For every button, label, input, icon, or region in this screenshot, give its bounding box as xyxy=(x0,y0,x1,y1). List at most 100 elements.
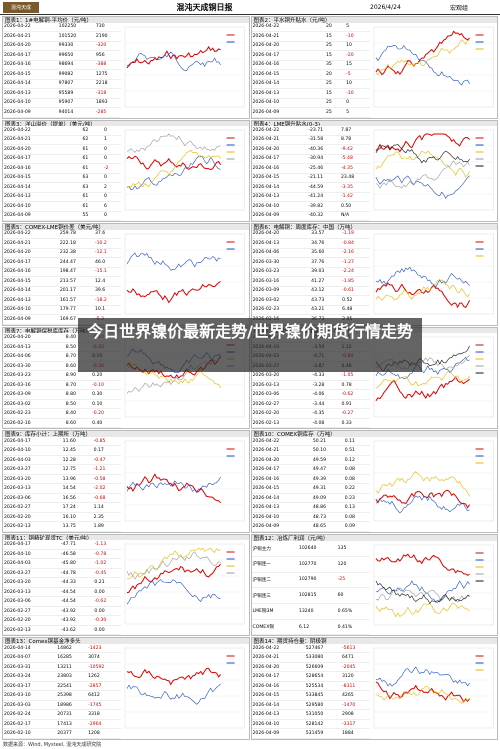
panel-title: 图表2：平水铜升贴水（元/吨） xyxy=(251,17,497,23)
table-cell: 0 xyxy=(102,192,121,203)
table-cell: 2026-02-23 xyxy=(251,305,311,316)
table-row: 2026-04-13 -41.24 -1.42 xyxy=(251,192,370,203)
table-row: 2026-04-10 95907 1893 xyxy=(3,98,121,109)
table-row: 2026-04-22 20 5 xyxy=(251,22,370,33)
table-cell: 2026-02-24 xyxy=(3,709,57,720)
table-cell: 2026-04-14 xyxy=(251,700,305,711)
table-cell: 201.17 xyxy=(58,286,94,297)
table-cell: 0.40 xyxy=(91,418,121,429)
chart-line xyxy=(126,45,221,68)
table-cell: 2026-04-13 xyxy=(3,342,65,353)
table-row: 2026-02-27 -3.44 0.91 xyxy=(251,399,370,410)
table-row: 2026-04-17 -47.71 -1.13 xyxy=(3,540,121,550)
table-cell: 3120 xyxy=(340,671,370,682)
table-cell: -47.71 xyxy=(60,540,94,550)
table-cell: 12.45 xyxy=(61,445,93,456)
panel-title: 图表12：冶炼厂利润（元/吨） xyxy=(251,534,497,542)
table-cell: 2190 xyxy=(94,31,121,42)
table-cell: 99330 xyxy=(57,41,95,52)
table-cell: 2218 xyxy=(94,79,121,90)
table-cell: 2026-04-13 xyxy=(251,238,311,249)
table-cell: -25 xyxy=(336,572,370,589)
panel-title: 图表4：LME铜升贴水(0-3) xyxy=(251,120,497,127)
table-cell: 6412 xyxy=(87,690,121,701)
table-row: 2026-02-27 -43.92 0.00 xyxy=(3,606,121,617)
panel-title: 图表9：库存小计：上期所（万吨） xyxy=(3,431,249,437)
table-cell: 2026-04-06 xyxy=(251,248,311,259)
table-row: 2026-04-15 63 0 xyxy=(3,173,121,184)
chart-line xyxy=(375,144,470,164)
table-cell: 533845 xyxy=(304,690,341,701)
table-cell: -12.1 xyxy=(93,248,121,259)
table-cell: 0.08 xyxy=(343,512,370,523)
table-cell: 20 xyxy=(325,22,346,33)
table-cell: 2026-02-27 xyxy=(3,606,60,617)
table-cell: 61 xyxy=(81,144,103,155)
table-cell: -43.62 xyxy=(60,625,94,636)
panel-body: 2026-04-17 -47.71 -1.13 2026-04-10 -46.58 -0.… xyxy=(3,540,249,636)
table-cell: 5 xyxy=(345,22,370,33)
table-row: 2026-04-17 49.47 0.08 xyxy=(251,464,370,475)
table-cell: 63 xyxy=(81,173,103,184)
chart-line xyxy=(375,685,470,704)
table-cell: 2026-04-22 xyxy=(251,436,312,447)
table-cell: 25 xyxy=(325,79,346,90)
table-cell: 531050 xyxy=(304,709,341,720)
table-cell: -0.84 xyxy=(341,238,370,249)
table-cell: -5 xyxy=(345,69,370,80)
table-cell: 102640 xyxy=(297,541,337,557)
table-cell: 2026-04-16 xyxy=(3,267,59,278)
data-table: 2026-04-22 102250 730 2026-04-21 101520 2190 2… xyxy=(3,22,121,118)
table-cell: -1745 xyxy=(87,700,121,711)
table-cell: 62 xyxy=(81,135,103,146)
table-cell: -0.10 xyxy=(91,380,121,391)
mini-chart xyxy=(124,129,245,211)
table-cell: 33.57 xyxy=(310,229,342,240)
chart-line xyxy=(126,51,221,71)
table-cell: 0 xyxy=(102,211,121,222)
panel-body: 2026-04-22 -23.71 7.87 2026-04-21 -31.58 8.78… xyxy=(251,126,498,222)
table-cell: 1262 xyxy=(87,671,121,682)
mini-chart xyxy=(124,647,245,729)
table-cell: 20731 xyxy=(56,709,88,720)
table-row: 2026-04-10 61 6 xyxy=(3,201,121,212)
table-cell: 2026-02-20 xyxy=(251,408,312,419)
table-cell: 2026-02-17 xyxy=(3,719,57,730)
table-cell: -2857 xyxy=(87,681,121,692)
table-row: 2026-03-06 16.56 -0.68 xyxy=(3,493,121,504)
table-cell: 50.10 xyxy=(311,445,344,456)
table-cell: 18986 xyxy=(56,700,88,711)
table-row: 2026-02-13 -4.08 0.33 xyxy=(251,418,370,429)
table-row: 2026-04-09 25 5 xyxy=(251,107,370,118)
table-cell: -44.33 xyxy=(60,577,94,588)
table-cell: 0.21 xyxy=(93,577,121,588)
table-row: 2026-04-13 15 -10 xyxy=(251,88,370,99)
table-cell: 13211 xyxy=(56,662,88,673)
panel: 图表5：COMEX-LME铜价差（美元/吨） 2026-04-22 259.78 37… xyxy=(2,223,250,326)
table-cell: -3.35 xyxy=(340,182,370,193)
table-cell: 8.70 xyxy=(64,351,92,362)
table-cell: 1.14 xyxy=(92,502,121,513)
table-cell: 0.91 xyxy=(340,399,370,410)
panel-body: 2026-04-22 20 5 2026-04-21 15 -10 2026-04-20 25… xyxy=(251,22,498,118)
table-cell: 沪铜连三 xyxy=(251,587,298,604)
table-cell: -5.48 xyxy=(340,154,370,165)
table-cell: 2026-04-10 xyxy=(3,201,82,212)
table-cell: 2026-03-09 xyxy=(251,286,311,297)
mini-chart xyxy=(124,440,245,522)
table-row: 2026-04-06 35.60 -2.16 xyxy=(251,248,370,259)
table-row: 2026-04-20 -40.36 -9.42 xyxy=(251,144,370,155)
table-cell: -2.16 xyxy=(341,248,370,259)
table-row: 2026-04-13 161.57 -18.2 xyxy=(3,295,121,306)
table-cell: 2026-02-23 xyxy=(3,408,65,419)
table-cell: -46.58 xyxy=(60,549,94,560)
table-row: 2026-04-16 525534 -8311 xyxy=(251,681,370,692)
table-cell: 2026-04-17 xyxy=(3,540,60,550)
data-table: 2026-04-22 62 0 2026-04-21 62 1 2026-04-20 61 0 2… xyxy=(3,126,121,222)
table-cell: 1208 xyxy=(87,728,121,739)
table-cell: 0 xyxy=(102,144,121,155)
table-row: 2026-04-22 62 0 xyxy=(3,126,121,136)
table-cell: 2026-04-14 xyxy=(3,286,59,297)
panel: 图表12：冶炼厂利润（元/吨） 沪铜主力 102640 135 沪铜连一 102770 12… xyxy=(250,533,498,637)
